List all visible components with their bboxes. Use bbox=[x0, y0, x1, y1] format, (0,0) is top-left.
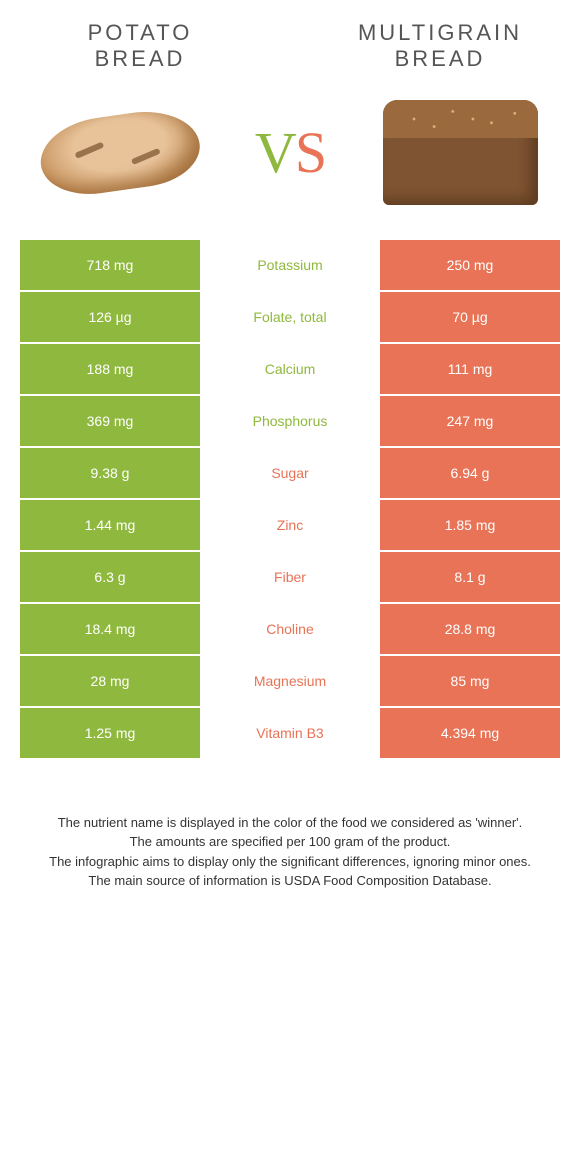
right-value: 1.85 mg bbox=[380, 500, 560, 550]
footer-line: The amounts are specified per 100 gram o… bbox=[30, 832, 550, 852]
nutrient-label: Choline bbox=[200, 604, 380, 654]
nutrient-label: Potassium bbox=[200, 240, 380, 290]
right-value: 85 mg bbox=[380, 656, 560, 706]
vs-s: S bbox=[295, 120, 325, 185]
vs-v: V bbox=[255, 120, 295, 185]
left-value: 369 mg bbox=[20, 396, 200, 446]
left-title-line1: POTATO bbox=[40, 20, 240, 46]
table-row: 9.38 gSugar6.94 g bbox=[20, 446, 560, 498]
potato-bread-image bbox=[30, 93, 210, 213]
images-row: VS bbox=[0, 83, 580, 238]
vs-label: VS bbox=[255, 119, 325, 186]
nutrient-label: Calcium bbox=[200, 344, 380, 394]
left-value: 6.3 g bbox=[20, 552, 200, 602]
left-value: 1.44 mg bbox=[20, 500, 200, 550]
table-row: 369 mgPhosphorus247 mg bbox=[20, 394, 560, 446]
left-value: 1.25 mg bbox=[20, 708, 200, 758]
left-value: 126 µg bbox=[20, 292, 200, 342]
footer-line: The nutrient name is displayed in the co… bbox=[30, 813, 550, 833]
table-row: 1.44 mgZinc1.85 mg bbox=[20, 498, 560, 550]
left-food-title: POTATO BREAD bbox=[40, 20, 240, 73]
table-row: 126 µgFolate, total70 µg bbox=[20, 290, 560, 342]
nutrient-label: Fiber bbox=[200, 552, 380, 602]
right-title-line1: MULTIGRAIN bbox=[340, 20, 540, 46]
right-value: 8.1 g bbox=[380, 552, 560, 602]
multigrain-bread-image bbox=[370, 93, 550, 213]
footer-line: The main source of information is USDA F… bbox=[30, 871, 550, 891]
right-value: 70 µg bbox=[380, 292, 560, 342]
right-value: 247 mg bbox=[380, 396, 560, 446]
left-title-line2: BREAD bbox=[40, 46, 240, 72]
bread-loaf-icon bbox=[383, 100, 538, 205]
right-title-line2: BREAD bbox=[340, 46, 540, 72]
footer-notes: The nutrient name is displayed in the co… bbox=[0, 758, 580, 921]
nutrient-label: Folate, total bbox=[200, 292, 380, 342]
header: POTATO BREAD MULTIGRAIN BREAD bbox=[0, 0, 580, 83]
right-value: 28.8 mg bbox=[380, 604, 560, 654]
left-value: 188 mg bbox=[20, 344, 200, 394]
table-row: 28 mgMagnesium85 mg bbox=[20, 654, 560, 706]
nutrient-label: Vitamin B3 bbox=[200, 708, 380, 758]
left-value: 28 mg bbox=[20, 656, 200, 706]
right-food-title: MULTIGRAIN BREAD bbox=[340, 20, 540, 73]
table-row: 1.25 mgVitamin B34.394 mg bbox=[20, 706, 560, 758]
bread-loaf-icon bbox=[36, 105, 205, 202]
table-row: 718 mgPotassium250 mg bbox=[20, 238, 560, 290]
table-row: 18.4 mgCholine28.8 mg bbox=[20, 602, 560, 654]
table-row: 6.3 gFiber8.1 g bbox=[20, 550, 560, 602]
comparison-table: 718 mgPotassium250 mg126 µgFolate, total… bbox=[20, 238, 560, 758]
left-value: 18.4 mg bbox=[20, 604, 200, 654]
table-row: 188 mgCalcium111 mg bbox=[20, 342, 560, 394]
nutrient-label: Sugar bbox=[200, 448, 380, 498]
nutrient-label: Phosphorus bbox=[200, 396, 380, 446]
left-value: 9.38 g bbox=[20, 448, 200, 498]
footer-line: The infographic aims to display only the… bbox=[30, 852, 550, 872]
right-value: 4.394 mg bbox=[380, 708, 560, 758]
right-value: 111 mg bbox=[380, 344, 560, 394]
left-value: 718 mg bbox=[20, 240, 200, 290]
nutrient-label: Magnesium bbox=[200, 656, 380, 706]
right-value: 6.94 g bbox=[380, 448, 560, 498]
nutrient-label: Zinc bbox=[200, 500, 380, 550]
right-value: 250 mg bbox=[380, 240, 560, 290]
